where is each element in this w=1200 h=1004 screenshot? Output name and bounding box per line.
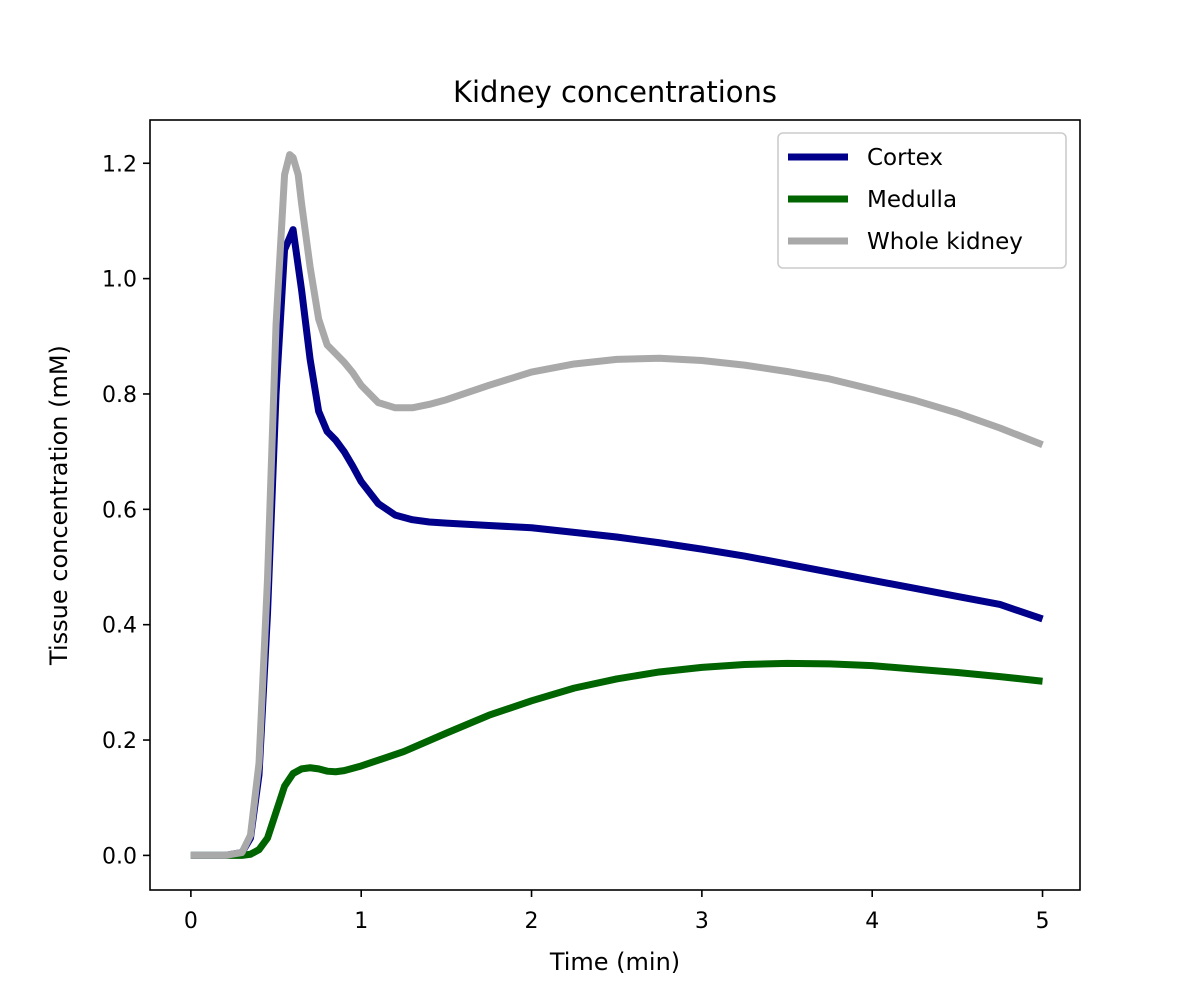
plot-frame [149,119,1081,891]
y-axis: 0.0 0.2 0.4 0.6 0.8 1.0 1.2 [102,152,150,869]
legend-box [777,132,1067,269]
y-tick-label: 0.0 [102,844,137,869]
x-axis-title: Time (min) [549,948,680,976]
series-line-whole-kidney [190,151,1044,859]
y-tick-label: 1.0 [102,268,137,293]
y-tick-label: 0.4 [102,614,137,639]
chart-title: Kidney concentrations [453,75,777,109]
legend-label: Whole kidney [867,229,1023,255]
y-tick-label: 0.2 [102,729,137,754]
x-tick-label: 3 [695,909,709,934]
y-tick-label: 1.2 [102,152,137,177]
y-axis-title: Tissue concentration (mM) [45,345,73,666]
x-axis: 0 1 2 3 4 5 [184,890,1050,934]
x-tick-label: 0 [184,909,198,934]
x-tick-label: 2 [525,909,539,934]
legend: Cortex Medulla Whole kidney [777,132,1067,269]
x-tick-label: 4 [865,909,879,934]
legend-label: Medulla [867,187,957,213]
y-tick-label: 0.6 [102,498,137,523]
x-tick-label: 1 [354,909,368,934]
y-tick-label: 0.8 [102,383,137,408]
x-tick-label: 5 [1036,909,1050,934]
series-layer [190,151,1044,859]
series-line-medulla [190,659,1043,859]
legend-label: Cortex [867,145,943,171]
